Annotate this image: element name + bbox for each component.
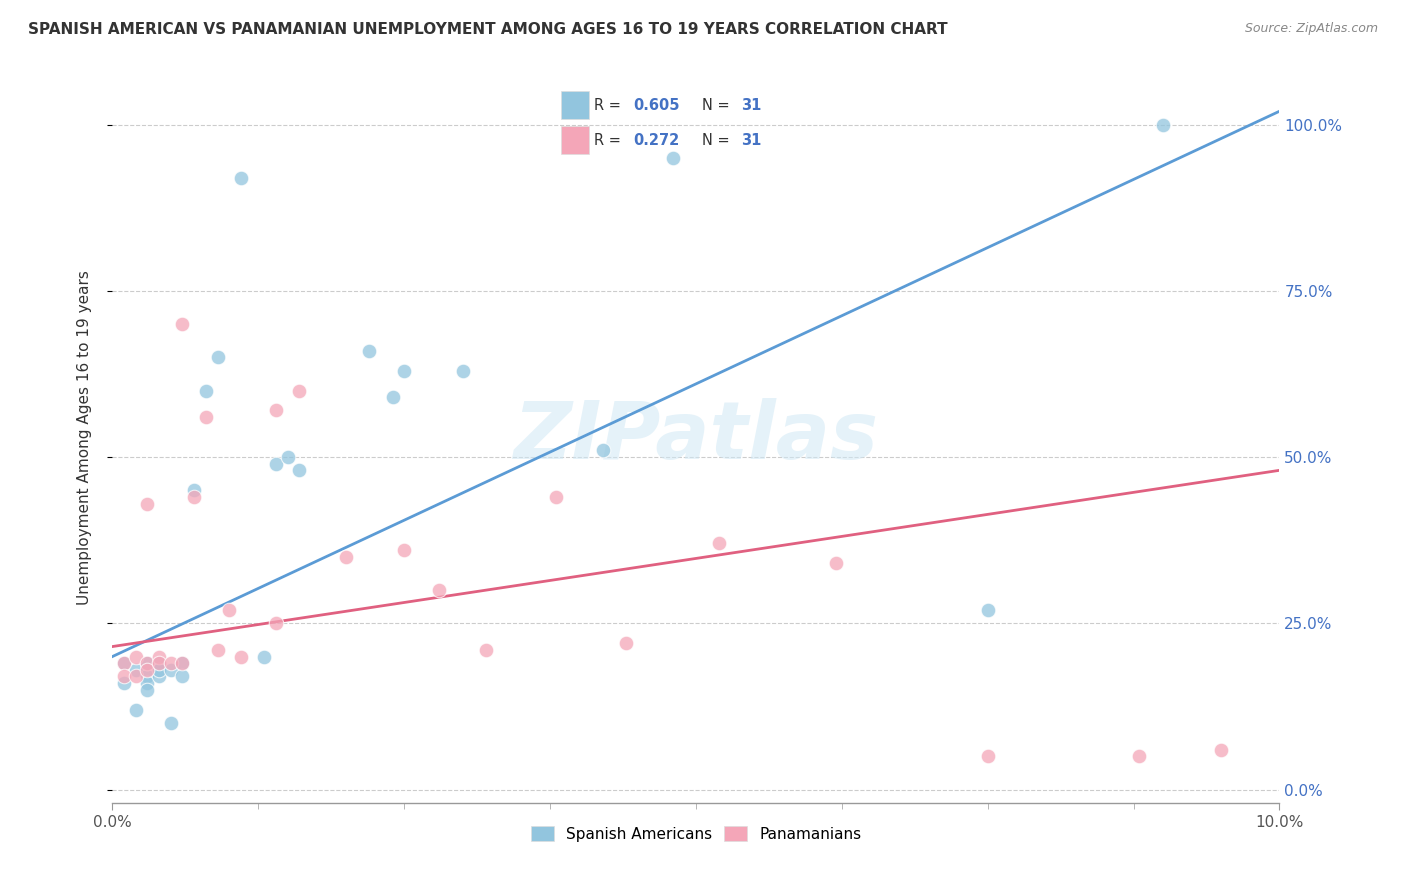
Point: [1209, 742, 1232, 756]
Point: [229, 170, 252, 185]
Point: [172, 656, 194, 670]
Point: [253, 649, 276, 664]
Point: [288, 463, 311, 477]
Point: [1152, 118, 1174, 132]
Point: [160, 716, 183, 731]
Point: [544, 490, 567, 504]
Point: [125, 663, 148, 677]
Point: [148, 656, 170, 670]
Point: [976, 603, 998, 617]
Point: [229, 649, 252, 664]
Point: [125, 703, 148, 717]
Point: [136, 663, 159, 677]
Point: [194, 384, 217, 398]
Point: [264, 403, 287, 417]
Point: [475, 643, 498, 657]
Point: [125, 649, 148, 664]
Point: [661, 151, 683, 165]
Point: [394, 543, 416, 558]
Point: [207, 351, 229, 365]
Text: Source: ZipAtlas.com: Source: ZipAtlas.com: [1244, 22, 1378, 36]
Point: [394, 363, 416, 377]
Text: SPANISH AMERICAN VS PANAMANIAN UNEMPLOYMENT AMONG AGES 16 TO 19 YEARS CORRELATIO: SPANISH AMERICAN VS PANAMANIAN UNEMPLOYM…: [28, 22, 948, 37]
Point: [276, 450, 298, 464]
Point: [172, 669, 194, 683]
Point: [136, 656, 159, 670]
Point: [183, 483, 205, 498]
Point: [614, 636, 637, 650]
Point: [1128, 749, 1150, 764]
Point: [136, 497, 159, 511]
Point: [172, 656, 194, 670]
Point: [148, 663, 170, 677]
Point: [160, 663, 183, 677]
Point: [136, 676, 159, 690]
Point: [451, 363, 474, 377]
Text: ZIPatlas: ZIPatlas: [513, 398, 879, 476]
Point: [148, 656, 170, 670]
Point: [183, 490, 205, 504]
Point: [264, 457, 287, 471]
Point: [160, 656, 183, 670]
Point: [125, 669, 148, 683]
Point: [976, 749, 998, 764]
Point: [112, 669, 135, 683]
Point: [825, 557, 848, 571]
Point: [207, 643, 229, 657]
Point: [136, 656, 159, 670]
Point: [381, 390, 404, 404]
Y-axis label: Unemployment Among Ages 16 to 19 years: Unemployment Among Ages 16 to 19 years: [77, 269, 91, 605]
Point: [335, 549, 357, 564]
Point: [218, 603, 240, 617]
Point: [288, 384, 311, 398]
Legend: Spanish Americans, Panamanians: Spanish Americans, Panamanians: [526, 822, 866, 847]
Point: [112, 656, 135, 670]
Point: [194, 410, 217, 425]
Point: [264, 616, 287, 631]
Point: [148, 649, 170, 664]
Point: [709, 536, 731, 550]
Point: [112, 656, 135, 670]
Point: [359, 343, 381, 358]
Point: [592, 443, 614, 458]
Point: [136, 682, 159, 697]
Point: [427, 582, 450, 597]
Point: [148, 669, 170, 683]
Point: [136, 669, 159, 683]
Point: [172, 317, 194, 331]
Point: [112, 676, 135, 690]
